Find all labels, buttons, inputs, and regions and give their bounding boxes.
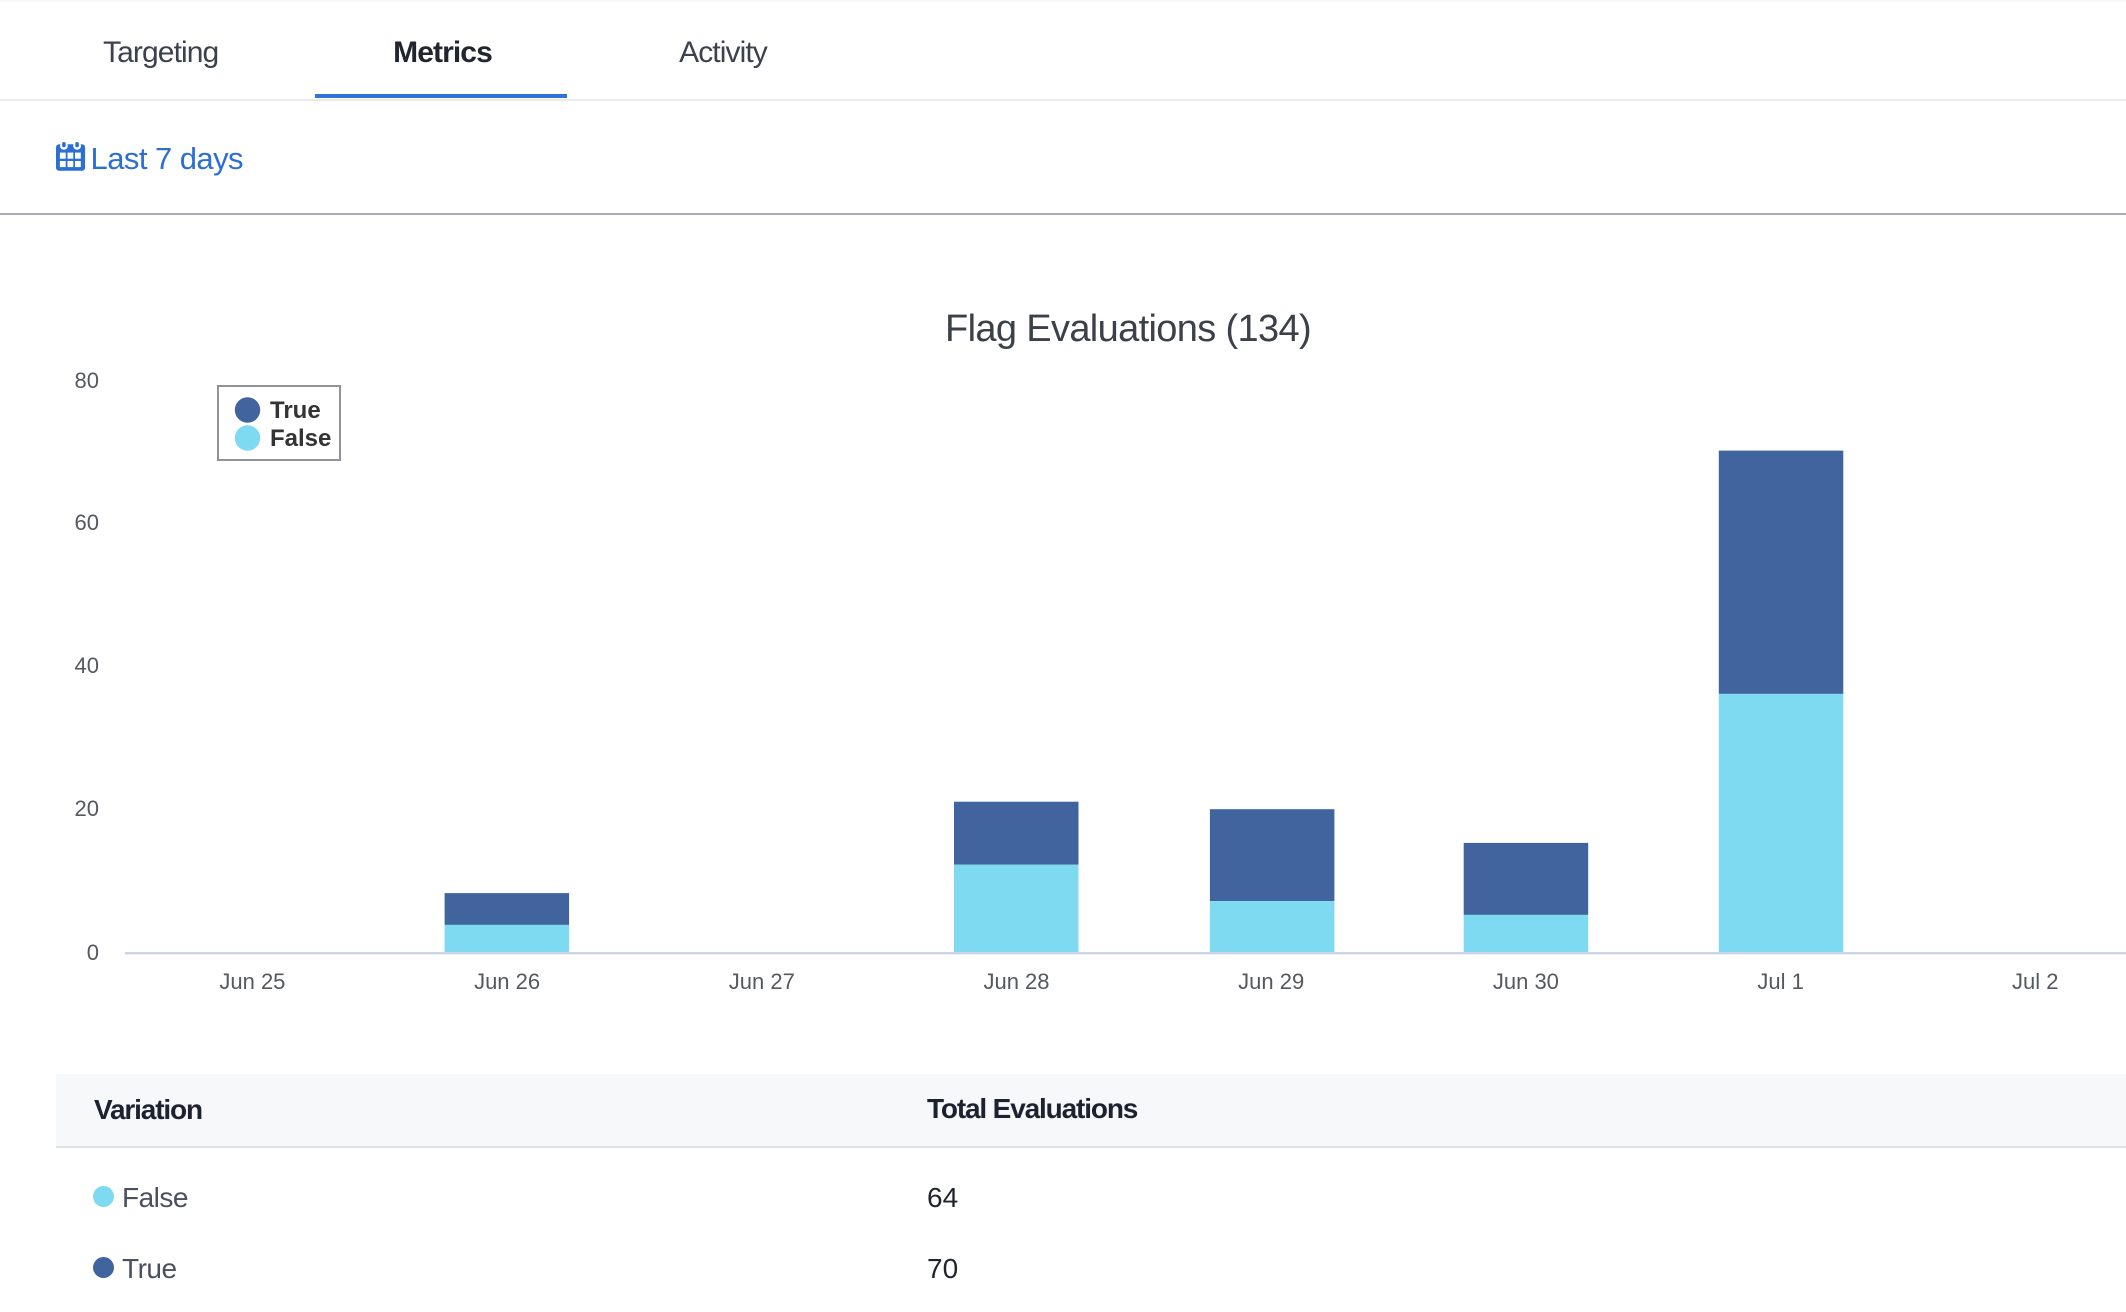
svg-text:Flag Evaluations (134): Flag Evaluations (134) xyxy=(945,308,1311,350)
svg-text:True: True xyxy=(270,397,321,424)
svg-text:False: False xyxy=(270,425,331,452)
